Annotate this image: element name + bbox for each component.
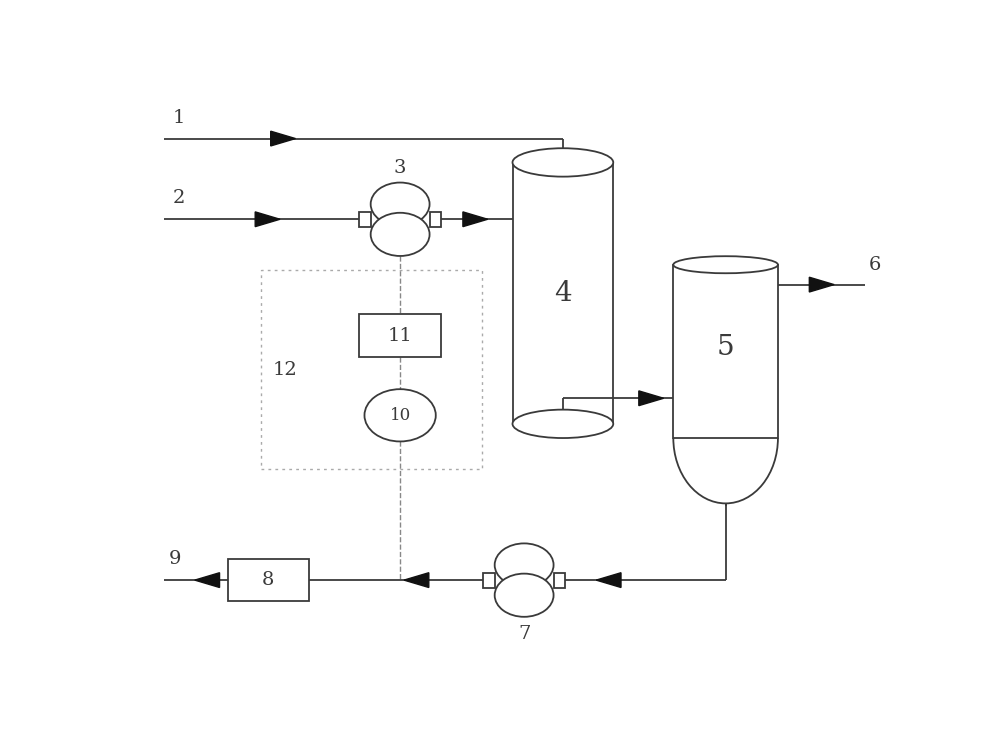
Bar xyxy=(228,559,309,601)
Polygon shape xyxy=(271,131,296,146)
Circle shape xyxy=(371,213,430,256)
Bar xyxy=(359,212,371,227)
Text: 9: 9 xyxy=(169,550,182,568)
Ellipse shape xyxy=(512,410,613,438)
Text: 1: 1 xyxy=(173,109,185,127)
Circle shape xyxy=(495,543,554,587)
Circle shape xyxy=(371,182,430,226)
Text: 12: 12 xyxy=(272,361,297,379)
Bar xyxy=(483,573,495,587)
Polygon shape xyxy=(639,391,664,406)
Text: 2: 2 xyxy=(173,189,185,207)
Text: 3: 3 xyxy=(394,159,406,177)
Text: 5: 5 xyxy=(717,334,734,361)
Bar xyxy=(673,265,778,438)
Text: 11: 11 xyxy=(388,327,413,345)
Polygon shape xyxy=(404,573,429,587)
Ellipse shape xyxy=(512,148,613,176)
Polygon shape xyxy=(809,277,834,292)
Bar xyxy=(430,212,441,227)
Text: 6: 6 xyxy=(869,256,881,275)
Bar xyxy=(359,314,441,357)
Bar xyxy=(512,162,613,424)
Polygon shape xyxy=(596,573,621,587)
Text: 4: 4 xyxy=(554,280,572,306)
Circle shape xyxy=(495,573,554,617)
Text: 8: 8 xyxy=(262,571,275,589)
Polygon shape xyxy=(255,212,280,227)
Polygon shape xyxy=(463,212,488,227)
Polygon shape xyxy=(195,573,220,587)
Text: 7: 7 xyxy=(518,625,530,644)
Bar xyxy=(261,270,482,469)
Text: 10: 10 xyxy=(390,407,411,424)
Bar xyxy=(554,573,565,587)
Ellipse shape xyxy=(673,256,778,273)
